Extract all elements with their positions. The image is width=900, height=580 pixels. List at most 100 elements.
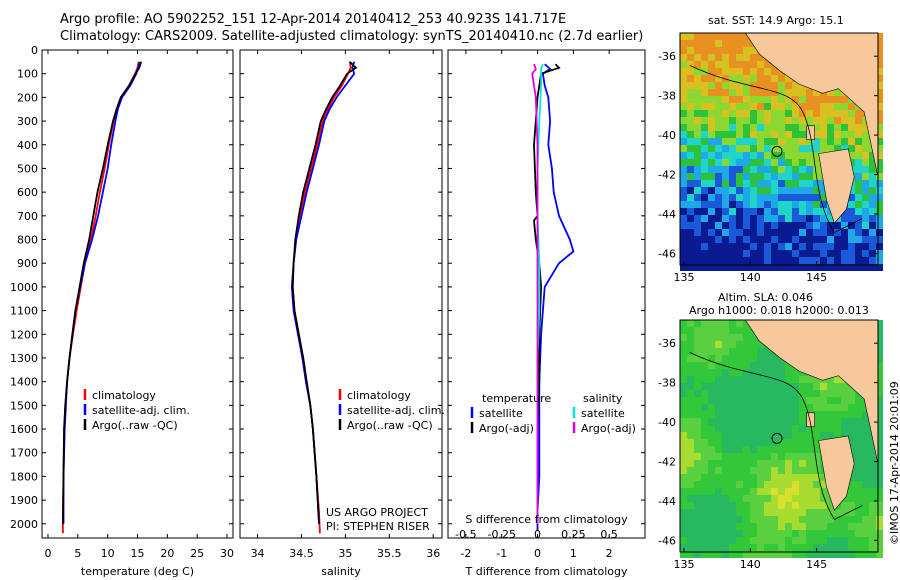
map-cell — [757, 166, 764, 173]
map-cell — [799, 481, 806, 488]
map-cell — [715, 481, 722, 488]
map-cell — [715, 229, 722, 236]
map-cell — [715, 460, 722, 467]
map-cell — [778, 117, 785, 124]
x-axis-label-top: S difference from climatology — [465, 513, 628, 526]
map-cell — [869, 264, 876, 271]
king-island — [806, 412, 815, 428]
map-cell — [806, 425, 813, 432]
map-cell — [708, 103, 715, 110]
map-cell — [708, 131, 715, 138]
map-cell — [820, 117, 827, 124]
map-cell — [680, 348, 687, 355]
map-cell — [764, 362, 771, 369]
map-cell — [694, 124, 701, 131]
map-cell — [848, 236, 855, 243]
map-cell — [736, 236, 743, 243]
map-cell — [764, 68, 771, 75]
map-cell — [862, 523, 869, 530]
y-tick-label: 500 — [17, 162, 38, 175]
map-cell — [715, 502, 722, 509]
map-cell — [799, 236, 806, 243]
map-cell — [848, 138, 855, 145]
map-cell — [813, 537, 820, 544]
map-cell — [736, 222, 743, 229]
map-cell — [715, 348, 722, 355]
map-cell — [855, 530, 862, 537]
map-cell — [848, 404, 855, 411]
tasmania — [818, 148, 855, 224]
map-cell — [729, 369, 736, 376]
map-cell — [715, 509, 722, 516]
map-cell — [743, 537, 750, 544]
map-cell — [827, 411, 834, 418]
map-cell — [715, 173, 722, 180]
map-cell — [848, 509, 855, 516]
map-cell — [729, 124, 736, 131]
map-cell — [736, 47, 743, 54]
map-cell — [806, 523, 813, 530]
map-cell — [708, 474, 715, 481]
map-cell — [757, 404, 764, 411]
map-cell — [799, 397, 806, 404]
map-cell — [876, 89, 883, 96]
map-cell — [708, 495, 715, 502]
map-cell — [862, 432, 869, 439]
map-cell — [736, 467, 743, 474]
map-cell — [694, 397, 701, 404]
map-cell — [687, 516, 694, 523]
map-cell — [806, 488, 813, 495]
map-cell — [715, 89, 722, 96]
map-cell — [687, 376, 694, 383]
map-cell — [722, 145, 729, 152]
map-cell — [687, 54, 694, 61]
map-cell — [743, 187, 750, 194]
map-cell — [694, 159, 701, 166]
map-cell — [876, 432, 883, 439]
map-cell — [757, 103, 764, 110]
map-cell — [813, 397, 820, 404]
map-cell — [715, 250, 722, 257]
x-tick-label: 1 — [570, 547, 577, 560]
map-cell — [778, 243, 785, 250]
map-cell — [729, 47, 736, 54]
map-cell — [862, 243, 869, 250]
map-cell — [827, 131, 834, 138]
map-cell — [848, 243, 855, 250]
map-cell — [729, 68, 736, 75]
map-cell — [680, 229, 687, 236]
legend-label: climatology — [347, 389, 411, 402]
map-cell — [799, 194, 806, 201]
map-cell — [834, 418, 841, 425]
map-cell — [736, 411, 743, 418]
map-cell — [694, 453, 701, 460]
map-cell — [701, 236, 708, 243]
map-cell — [771, 75, 778, 82]
map-cell — [715, 488, 722, 495]
map-cell — [680, 103, 687, 110]
y-tick-label: 600 — [17, 186, 38, 199]
map-cell — [876, 222, 883, 229]
map-cell — [792, 82, 799, 89]
map-cell — [743, 201, 750, 208]
map-cell — [757, 145, 764, 152]
sla-map-title-2: Argo h1000: 0.018 h2000: 0.013 — [689, 304, 869, 317]
map-cell — [694, 334, 701, 341]
map-cell — [757, 75, 764, 82]
map-cell — [848, 222, 855, 229]
map-cell — [757, 68, 764, 75]
map-cell — [785, 131, 792, 138]
map-cell — [715, 61, 722, 68]
map-cell — [736, 208, 743, 215]
map-cell — [687, 152, 694, 159]
map-cell — [694, 446, 701, 453]
map-cell — [848, 257, 855, 264]
map-cell — [820, 96, 827, 103]
map-cell — [820, 131, 827, 138]
map-frame — [679, 319, 879, 553]
map-cell — [820, 411, 827, 418]
map-cell — [708, 502, 715, 509]
map-cell — [869, 236, 876, 243]
map-cell — [680, 159, 687, 166]
